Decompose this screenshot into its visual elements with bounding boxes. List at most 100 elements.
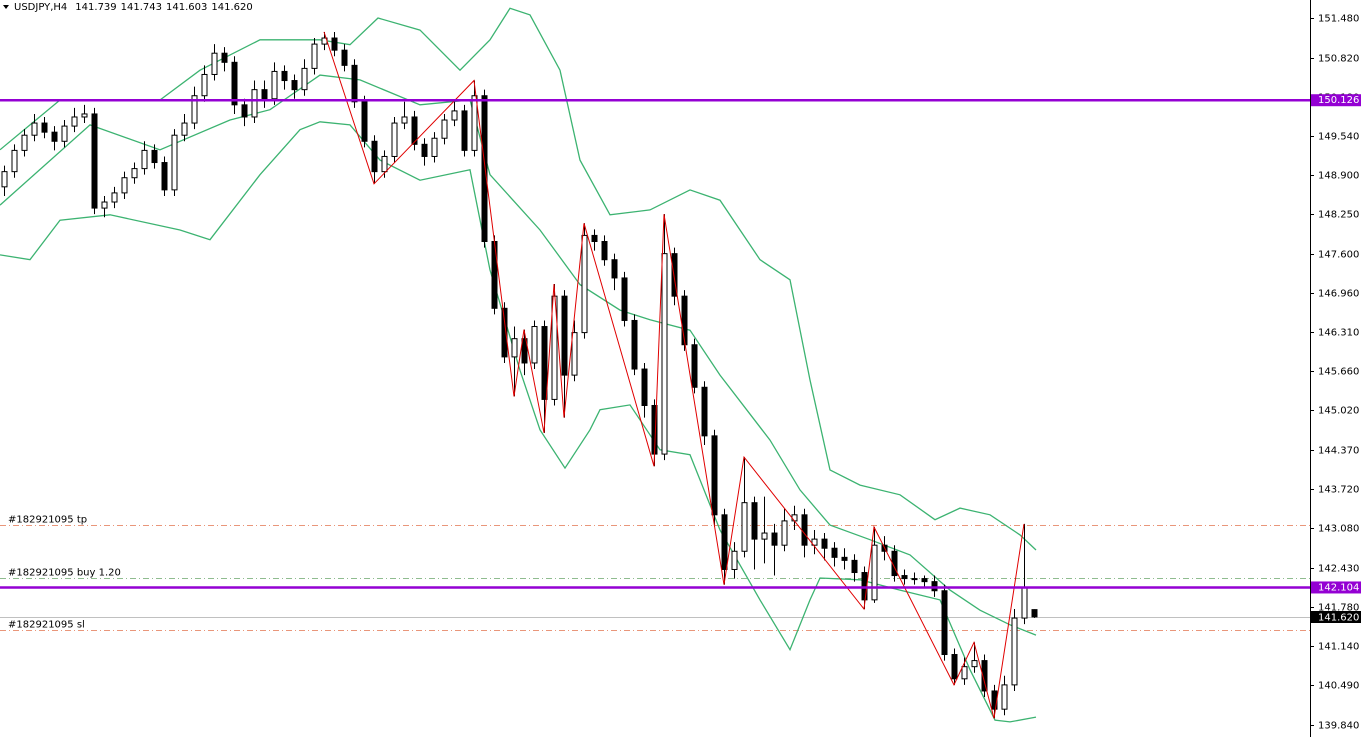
candle-body [261, 89, 268, 100]
candle-body [351, 64, 358, 103]
candle-body [131, 168, 138, 179]
candle-body [1031, 609, 1038, 618]
candle-body [611, 259, 618, 279]
candle-body [311, 43, 318, 69]
candle-body [251, 89, 258, 118]
candle-body [211, 52, 218, 75]
candle-body [641, 368, 648, 406]
candle-body [791, 514, 798, 522]
candle-body [951, 654, 958, 680]
candle-body [431, 137, 438, 157]
candle-body [271, 70, 278, 100]
candle-body [281, 70, 288, 82]
candle-body [151, 149, 158, 164]
candle-body [481, 95, 488, 242]
y-tick-label: 139.840 [1318, 721, 1359, 732]
candle-body [361, 101, 368, 142]
candle-body [901, 575, 908, 580]
candle-body [101, 201, 108, 209]
candle-body [61, 125, 68, 142]
bollinger-band [0, 74, 1037, 636]
y-tick-label: 142.430 [1318, 564, 1359, 575]
candle-body [181, 122, 188, 136]
candle-body [111, 192, 118, 203]
candle-body [411, 116, 418, 145]
bollinger-band [0, 121, 1037, 723]
candle-body [841, 556, 848, 561]
candle-body [241, 104, 248, 118]
candle-body [471, 95, 478, 151]
candle-body [861, 572, 868, 601]
candle-body [421, 143, 428, 157]
candle-body [461, 110, 468, 151]
candle-body [291, 80, 298, 91]
y-tick-label: 147.600 [1318, 250, 1359, 261]
candle-body [741, 502, 748, 552]
candle-body [681, 295, 688, 346]
header: USDJPY,H4 141.739 141.743 141.603 141.620 [3, 2, 253, 13]
candle-body [631, 319, 638, 370]
candle-body [1011, 617, 1018, 686]
candle-body [451, 110, 458, 121]
candle-body [621, 277, 628, 321]
candle-body [521, 338, 528, 364]
candle-body [331, 37, 338, 51]
y-tick-label: 145.020 [1318, 406, 1359, 417]
y-tick-label: 140.490 [1318, 681, 1359, 692]
candle-body [501, 307, 508, 358]
plot-area: #182921095 tp #182921095 buy 1.20 #1829210… [0, 7, 1310, 723]
y-tick-label: 144.370 [1318, 446, 1359, 457]
candle-body [851, 559, 858, 574]
candle-body [711, 435, 718, 516]
candle-body [911, 578, 918, 581]
candle-body [1001, 684, 1008, 710]
candle-body [171, 134, 178, 191]
candle-body [571, 332, 578, 376]
candle-body [751, 502, 758, 540]
level-box [1311, 94, 1361, 107]
candle-body [11, 149, 18, 173]
candle-body [781, 520, 788, 546]
candle-body [701, 386, 708, 437]
header-value: 141.620 [211, 2, 252, 13]
header-value: 141.603 [166, 2, 207, 13]
candle-body [811, 538, 818, 546]
candle-body [541, 326, 548, 400]
header-value: 141.739 [75, 2, 116, 13]
candle-body [341, 49, 348, 66]
candle-body [511, 338, 518, 358]
candle-body [961, 666, 968, 680]
candle-body [831, 547, 838, 558]
bollinger-band [0, 7, 1037, 551]
candle-body [691, 344, 698, 388]
candle-body [531, 326, 538, 364]
level-label: 150.126 [1318, 95, 1359, 106]
candle-body [401, 116, 408, 124]
level-box [1311, 581, 1361, 594]
candle-body [191, 95, 198, 124]
y-tick-label: 143.720 [1318, 485, 1359, 496]
candle-body [71, 116, 78, 127]
order-label: #182921095 sl [8, 620, 85, 631]
menu-arrow [3, 5, 9, 9]
candle-body [1, 171, 8, 188]
y-tick-label: 150.820 [1318, 54, 1359, 65]
candle-body [1021, 587, 1028, 619]
candle-body [51, 131, 58, 142]
candle-body [981, 660, 988, 692]
y-tick-label: 146.960 [1318, 289, 1359, 300]
candle-body [561, 295, 568, 376]
symbol-header: USDJPY,H4 141.739 141.743 141.603 141.620 [14, 2, 253, 13]
candle-body [721, 514, 728, 570]
y-tick-label: 148.250 [1318, 210, 1359, 221]
price-label: 141.620 [1318, 613, 1359, 624]
candle-body [371, 140, 378, 173]
candle-body [31, 122, 38, 136]
candle-body [41, 122, 48, 133]
candle-body [381, 155, 388, 173]
candle-body [661, 253, 668, 455]
y-tick-label: 149.540 [1318, 132, 1359, 143]
candle-body [91, 113, 98, 209]
